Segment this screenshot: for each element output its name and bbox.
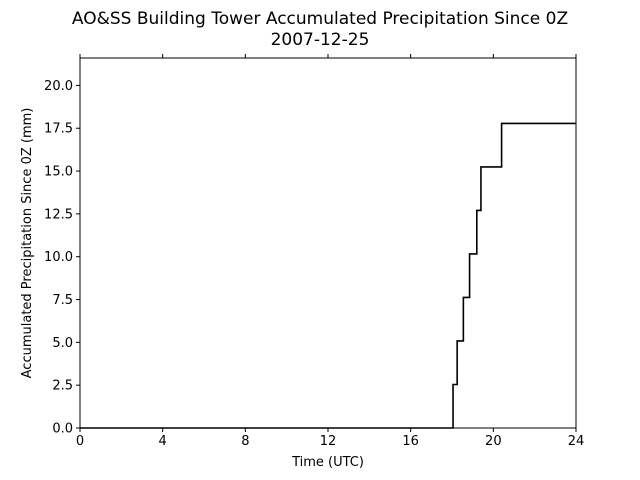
y-tick-label: 17.5 [44, 122, 73, 137]
x-tick-label: 16 [402, 434, 419, 449]
x-tick-label: 24 [568, 434, 585, 449]
y-axis-label: Accumulated Precipitation Since 0Z (mm) [20, 108, 35, 379]
y-tick-label: 20.0 [44, 79, 73, 94]
x-tick-label: 4 [159, 434, 167, 449]
y-tick-label: 5.0 [52, 336, 73, 351]
series-line-0 [80, 122, 576, 429]
y-tick-label: 10.0 [44, 250, 73, 265]
y-tick-label: 7.5 [52, 293, 73, 308]
y-tick-label: 15.0 [44, 165, 73, 180]
x-tick-label: 0 [76, 434, 84, 449]
x-axis-label: Time (UTC) [291, 455, 364, 470]
y-tick-label: 12.5 [44, 207, 73, 222]
plot-area: 0 4 8 12 16 20 24 0.0 2.5 5.0 7.5 10.0 12.5 15.0 17.5 2… [44, 54, 584, 449]
y-tick-label: 0.0 [52, 422, 73, 437]
x-tick-label: 12 [320, 434, 337, 449]
y-tick-label: 2.5 [52, 379, 73, 394]
x-tick-label: 8 [241, 434, 249, 449]
chart-title: AO&SS Building Tower Accumulated Precipi… [72, 9, 568, 29]
x-tick-label: 20 [485, 434, 502, 449]
chart-subtitle: 2007-12-25 [271, 30, 370, 50]
plot-frame [79, 57, 577, 429]
